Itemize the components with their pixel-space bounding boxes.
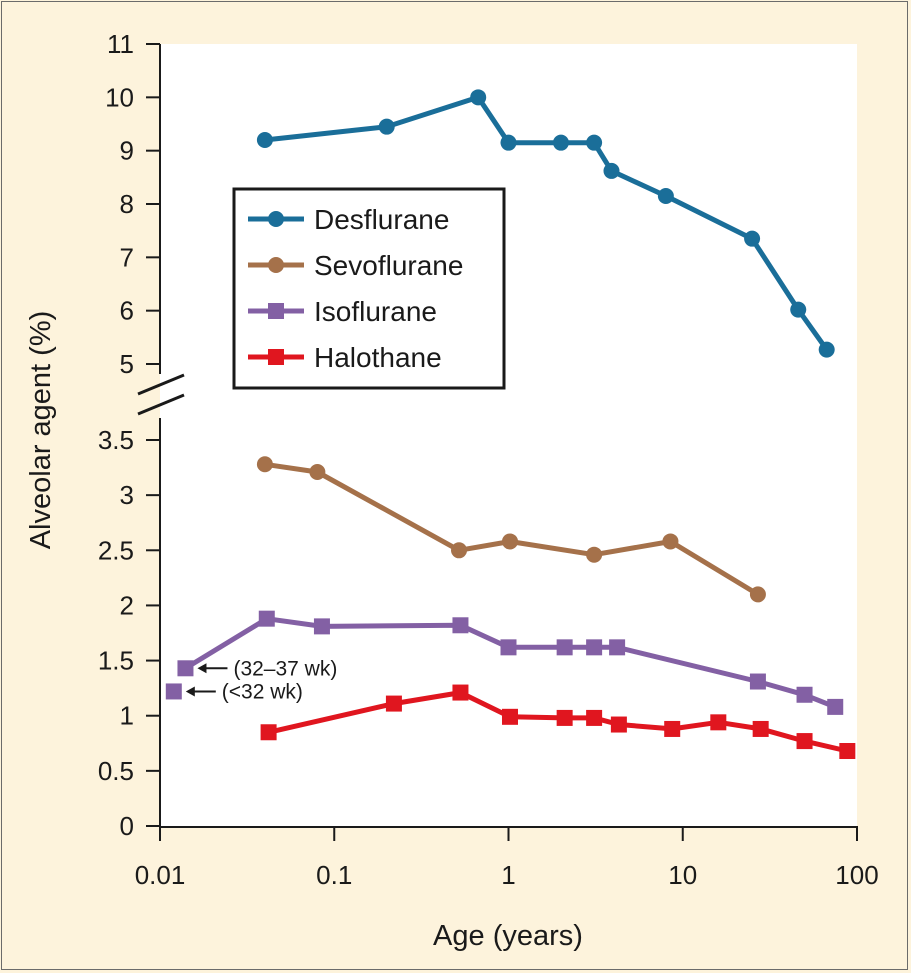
legend-label: Isoflurane xyxy=(314,296,437,327)
x-tick-label: 1 xyxy=(501,860,515,890)
y-tick-label: 9 xyxy=(120,136,134,166)
legend-item-halothane: Halothane xyxy=(248,342,442,373)
isoflurane-point xyxy=(313,618,330,635)
desflurane-point xyxy=(500,134,517,151)
annotation-label: (32–37 wk) xyxy=(233,657,337,680)
halothane-point xyxy=(664,720,681,737)
legend-marker xyxy=(268,349,284,365)
isoflurane-point xyxy=(609,639,626,656)
halothane-point xyxy=(501,708,518,725)
halothane-point xyxy=(586,709,603,726)
sevoflurane-point xyxy=(309,463,326,480)
plot-area xyxy=(160,44,857,827)
y-axis-title: Alveolar agent (%) xyxy=(25,311,57,550)
y-tick-label: 8 xyxy=(120,189,134,219)
isoflurane-point xyxy=(827,698,844,715)
desflurane-point xyxy=(378,118,395,135)
legend-item-isoflurane: Isoflurane xyxy=(248,296,437,327)
desflurane-point xyxy=(744,230,761,247)
y-tick-label: 2.5 xyxy=(98,535,134,565)
y-tick-label: 11 xyxy=(107,29,134,59)
y-tick-label: 0.5 xyxy=(98,756,134,786)
isoflurane-series xyxy=(177,610,844,715)
sevoflurane-point xyxy=(451,542,468,559)
y-tick-label: 6 xyxy=(120,296,134,326)
legend-marker xyxy=(268,257,284,273)
isoflurane-extra-point xyxy=(165,683,182,700)
x-axis-title: Age (years) xyxy=(433,920,583,952)
x-tick-label: 10 xyxy=(668,860,697,890)
x-tick-label: 100 xyxy=(835,860,878,890)
sevoflurane-point xyxy=(586,546,603,563)
desflurane-series xyxy=(256,89,835,358)
isoflurane-point xyxy=(177,660,194,677)
y-tick-label: 5 xyxy=(120,349,134,379)
annotation-arrowhead xyxy=(185,686,195,697)
halothane-point xyxy=(452,684,469,701)
y-tick-label: 10 xyxy=(105,82,134,112)
halothane-point xyxy=(796,733,813,750)
legend-label: Sevoflurane xyxy=(314,250,463,281)
desflurane-point xyxy=(470,89,487,106)
x-ticks: 0.01 0.1 1 10 100 xyxy=(135,827,879,890)
y-tick-label: 2 xyxy=(120,590,134,620)
isoflurane-point xyxy=(500,639,517,656)
isoflurane-point xyxy=(586,639,603,656)
isoflurane-point xyxy=(749,673,766,690)
sevoflurane-series xyxy=(256,456,766,603)
desflurane-point xyxy=(552,134,569,151)
halothane-point xyxy=(752,720,769,737)
legend-marker xyxy=(268,211,284,227)
isoflurane-point xyxy=(452,617,469,634)
y-tick-label: 1 xyxy=(120,701,134,731)
annotations: (32–37 wk)(<32 wk) xyxy=(185,657,337,703)
annotation-arrowhead xyxy=(197,663,207,674)
halothane-point xyxy=(260,724,277,741)
desflurane-point xyxy=(657,188,674,204)
series-layer xyxy=(165,89,856,760)
annotation-label: (<32 wk) xyxy=(222,680,303,703)
legend: Desflurane Sevoflurane Isoflurane Halothane xyxy=(232,187,506,390)
desflurane-point xyxy=(790,301,807,318)
legend-item-sevoflurane: Sevoflurane xyxy=(248,250,463,281)
x-tick-label: 0.1 xyxy=(316,860,352,890)
y-tick-label: 0 xyxy=(120,811,134,841)
y-tick-label: 3 xyxy=(120,480,134,510)
desflurane-point xyxy=(256,132,273,148)
halothane-point xyxy=(710,714,727,731)
y-tick-label: 1.5 xyxy=(98,646,134,676)
x-tick-label: 0.01 xyxy=(135,860,186,890)
sevoflurane-point xyxy=(256,456,273,473)
y-tick-label: 3.5 xyxy=(98,425,134,455)
legend-item-desflurane: Desflurane xyxy=(248,204,449,235)
desflurane-point xyxy=(603,162,620,179)
isoflurane-point xyxy=(556,639,573,656)
legend-marker xyxy=(268,303,284,319)
sevoflurane-point xyxy=(662,533,679,550)
legend-label: Halothane xyxy=(314,342,442,373)
desflurane-point xyxy=(586,134,603,151)
legend-label: Desflurane xyxy=(314,204,449,235)
desflurane-point xyxy=(818,341,835,358)
halothane-series xyxy=(260,684,856,760)
halothane-point xyxy=(385,695,402,712)
isoflurane-point xyxy=(258,610,275,627)
sevoflurane-point xyxy=(501,533,518,550)
isoflurane-point xyxy=(796,686,813,703)
halothane-point xyxy=(839,743,856,760)
axis-break-mark xyxy=(137,373,185,416)
halothane-point xyxy=(610,716,627,733)
y-ticks: 0 0.5 1 1.5 2 2.5 3 3.5 5 6 7 8 9 10 11 xyxy=(98,29,160,841)
halothane-point xyxy=(556,709,573,726)
y-tick-label: 7 xyxy=(120,242,134,272)
sevoflurane-point xyxy=(749,586,766,603)
